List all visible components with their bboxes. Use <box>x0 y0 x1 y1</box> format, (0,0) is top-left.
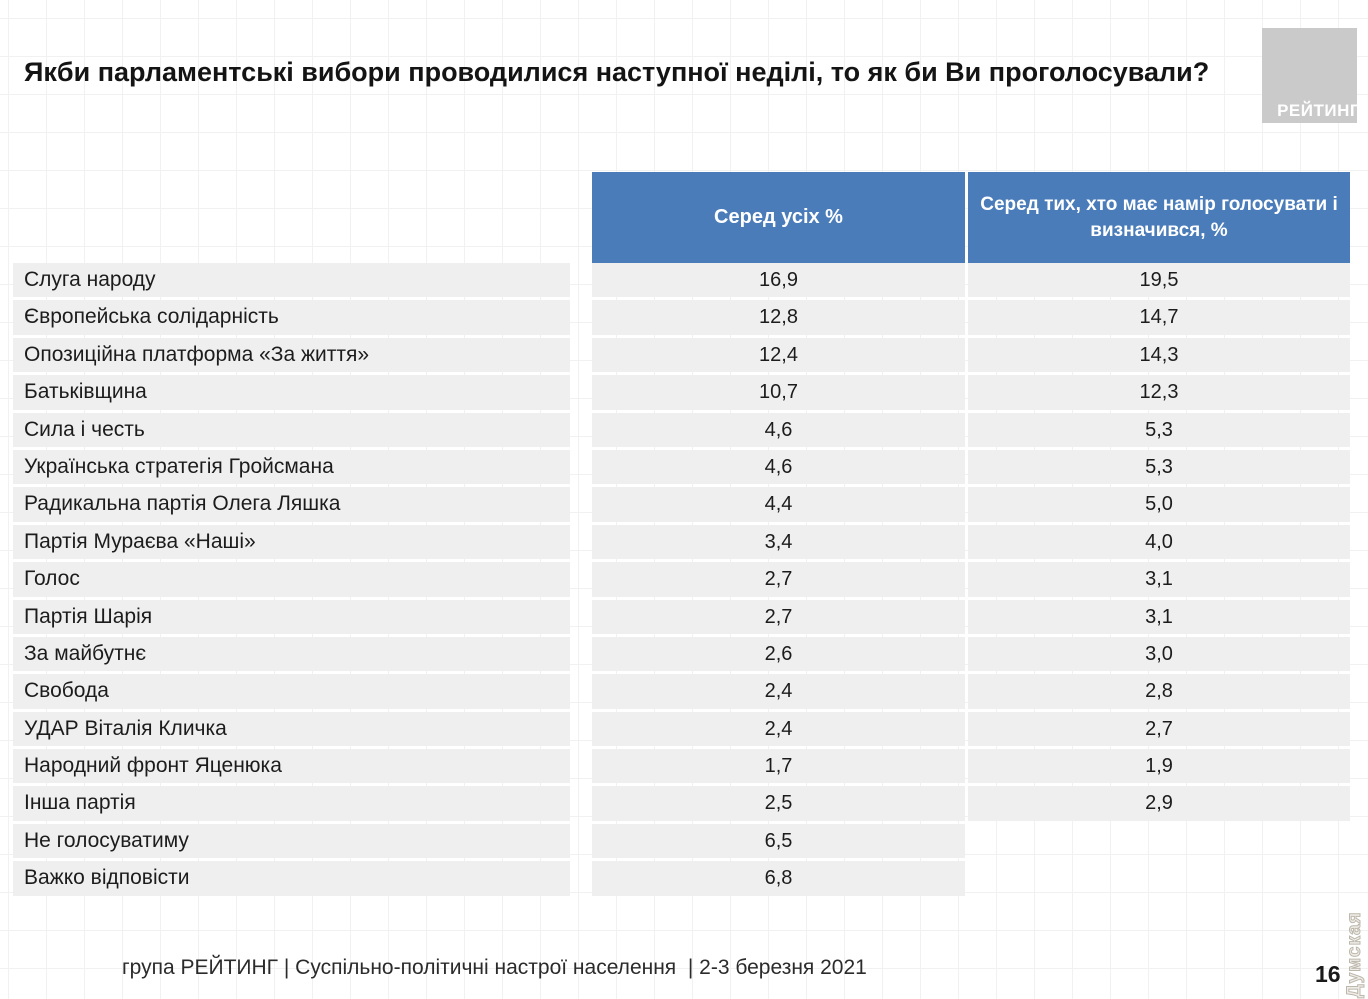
party-name-cell: Не голосуватиму <box>13 823 570 859</box>
value-among-decided-cell: 2,7 <box>968 711 1350 747</box>
value-among-all-cell: 4,4 <box>592 487 965 522</box>
value-among-decided-cell <box>968 861 1350 895</box>
table-row: Радикальна партія Олега Ляшка 4,4 5,0 <box>13 487 1350 522</box>
table-row: Народний фронт Яценюка 1,7 1,9 <box>13 749 1350 784</box>
slide-title: Якби парламентські вибори проводилися на… <box>24 57 1210 87</box>
value-among-all-cell: 4,6 <box>592 449 965 485</box>
watermark-text: Думская <box>1344 911 1366 999</box>
value-among-decided-cell: 2,9 <box>968 786 1350 821</box>
table-header-row: Серед усіх % Серед тих, хто має намір го… <box>592 172 1350 263</box>
table-row: Інша партія 2,5 2,9 <box>13 786 1350 821</box>
table-row: Батьківщина 10,7 12,3 <box>13 375 1350 410</box>
value-among-all-cell: 4,6 <box>592 412 965 447</box>
value-among-all-cell: 10,7 <box>592 375 965 410</box>
table-row: Свобода 2,4 2,8 <box>13 674 1350 709</box>
table-row: Українська стратегія Гройсмана 4,6 5,3 <box>13 449 1350 485</box>
footer-source-text: група РЕЙТИНГ | Суспільно-політичні наст… <box>122 956 867 979</box>
party-name-cell: Народний фронт Яценюка <box>13 749 570 784</box>
party-name-cell: Партія Шарія <box>13 599 570 634</box>
rating-logo-text: РЕЙТИНГ <box>1277 101 1360 120</box>
table-row: УДАР Віталія Кличка 2,4 2,7 <box>13 711 1350 747</box>
value-among-all-cell: 2,6 <box>592 636 965 672</box>
table-row: Сила і честь 4,6 5,3 <box>13 412 1350 447</box>
value-among-all-cell: 1,7 <box>592 749 965 784</box>
party-name-cell: Голос <box>13 562 570 597</box>
value-among-all-cell: 2,4 <box>592 674 965 709</box>
table-row: Партія Шарія 2,7 3,1 <box>13 599 1350 634</box>
value-among-all-cell: 16,9 <box>592 263 965 298</box>
value-among-decided-cell: 3,0 <box>968 636 1350 672</box>
value-among-decided-cell: 4,0 <box>968 524 1350 560</box>
value-among-all-cell: 2,7 <box>592 562 965 597</box>
party-name-cell: УДАР Віталія Кличка <box>13 711 570 747</box>
table-row: Не голосуватиму 6,5 <box>13 823 1350 859</box>
header-cell-among-all: Серед усіх % <box>592 172 965 263</box>
value-among-decided-cell: 5,0 <box>968 487 1350 522</box>
value-among-all-cell: 12,4 <box>592 337 965 373</box>
party-name-cell: Опозиційна платформа «За життя» <box>13 337 570 373</box>
table-row: Європейська солідарність 12,8 14,7 <box>13 300 1350 335</box>
value-among-decided-cell: 2,8 <box>968 674 1350 709</box>
value-among-decided-cell: 14,7 <box>968 300 1350 335</box>
party-name-cell: Інша партія <box>13 786 570 821</box>
value-among-all-cell: 12,8 <box>592 300 965 335</box>
rating-logo: РЕЙТИНГ <box>1262 28 1360 123</box>
value-among-decided-cell: 1,9 <box>968 749 1350 784</box>
party-name-cell: Батьківщина <box>13 375 570 410</box>
party-name-cell: Сила і честь <box>13 412 570 447</box>
value-among-all-cell: 6,8 <box>592 861 965 896</box>
party-name-cell: Партія Мураєва «Наші» <box>13 524 570 560</box>
page-number: 16 <box>1315 961 1341 987</box>
value-among-decided-cell: 19,5 <box>968 263 1350 298</box>
party-name-cell: Українська стратегія Гройсмана <box>13 449 570 485</box>
table-row: За майбутнє 2,6 3,0 <box>13 636 1350 672</box>
party-name-cell: Слуга народу <box>13 263 570 298</box>
table-row: Партія Мураєва «Наші» 3,4 4,0 <box>13 524 1350 560</box>
table-row: Голос 2,7 3,1 <box>13 562 1350 597</box>
value-among-all-cell: 2,5 <box>592 786 965 821</box>
table-row: Важко відповісти 6,8 <box>13 861 1350 896</box>
value-among-decided-cell <box>968 824 1350 858</box>
value-among-decided-cell: 3,1 <box>968 599 1350 634</box>
table-row: Опозиційна платформа «За життя» 12,4 14,3 <box>13 337 1350 373</box>
table-row: Слуга народу 16,9 19,5 <box>13 263 1350 298</box>
party-name-cell: За майбутнє <box>13 636 570 672</box>
value-among-decided-cell: 14,3 <box>968 337 1350 373</box>
value-among-decided-cell: 5,3 <box>968 412 1350 447</box>
value-among-all-cell: 2,7 <box>592 599 965 634</box>
value-among-decided-cell: 3,1 <box>968 562 1350 597</box>
value-among-all-cell: 6,5 <box>592 823 965 859</box>
party-name-cell: Важко відповісти <box>13 861 570 896</box>
party-name-cell: Радикальна партія Олега Ляшка <box>13 487 570 522</box>
party-name-cell: Європейська солідарність <box>13 300 570 335</box>
value-among-all-cell: 3,4 <box>592 524 965 560</box>
value-among-decided-cell: 5,3 <box>968 449 1350 485</box>
header-cell-among-decided: Серед тих, хто має намір голосувати і ви… <box>968 172 1350 263</box>
value-among-decided-cell: 12,3 <box>968 375 1350 410</box>
party-name-cell: Свобода <box>13 674 570 709</box>
value-among-all-cell: 2,4 <box>592 711 965 747</box>
table-body: Слуга народу 16,9 19,5 Європейська солідарн… <box>13 263 1350 899</box>
